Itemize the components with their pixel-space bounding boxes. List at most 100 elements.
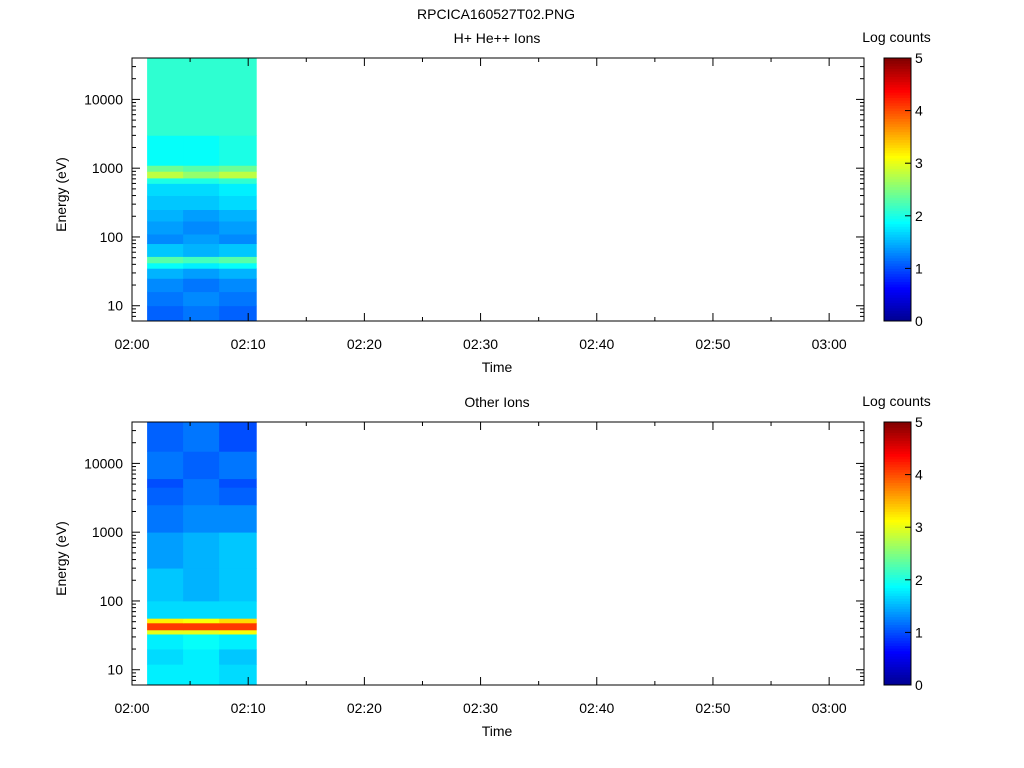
colorbar-segment: [884, 318, 911, 322]
colorbar-segment: [884, 556, 911, 560]
colorbar-segment: [884, 278, 911, 283]
spectrogram-cell: [147, 618, 184, 624]
x-tick-label: 02:50: [695, 336, 730, 352]
spectrogram-cell: [183, 451, 220, 480]
colorbar-segment: [884, 276, 911, 280]
spectrogram-cell: [183, 178, 220, 184]
colorbar-segment: [884, 63, 911, 67]
colorbar-segment: [884, 168, 911, 172]
colorbar-segment: [884, 482, 911, 486]
colorbar-segment: [884, 263, 911, 267]
spectrogram-cell: [147, 291, 184, 307]
colorbar-segment: [884, 268, 911, 272]
colorbar-segment: [884, 650, 911, 654]
spectrogram-cell: [183, 532, 220, 569]
colorbar-segment: [884, 521, 911, 526]
colorbar-segment: [884, 302, 911, 306]
colorbar-segment: [884, 648, 911, 652]
colorbar-segment: [884, 532, 911, 536]
colorbar-segment: [884, 440, 911, 444]
spectrogram-cell: [219, 422, 257, 452]
colorbar-segment: [884, 221, 911, 225]
spectrogram-cell: [183, 629, 220, 635]
colorbar-segment: [884, 621, 911, 626]
colorbar-segment: [884, 527, 911, 531]
panel-2: Other Ions 02:00 02:10 02:20 02:30 02:40 02:50…: [53, 393, 931, 739]
colorbar-segment: [884, 571, 911, 576]
colorbar-segment: [884, 506, 911, 510]
colorbar-segment: [884, 255, 911, 259]
colorbar-segment: [884, 247, 911, 251]
y-tick-label: 10: [107, 662, 123, 678]
spectrogram-cell: [183, 422, 220, 452]
colorbar-segment: [884, 640, 911, 644]
colorbar-segment: [884, 487, 911, 491]
colorbar-segment: [884, 65, 911, 70]
colorbar-segment: [884, 94, 911, 98]
colorbar-segment: [884, 186, 911, 190]
colorbar-segment: [884, 611, 911, 615]
colorbar-segment: [884, 595, 911, 599]
spectrogram-cell: [147, 649, 184, 665]
x-tick-label: 02:20: [347, 336, 382, 352]
colorbar-segment: [884, 456, 911, 460]
spectrogram-cell: [147, 178, 184, 184]
spectrogram-cell: [219, 58, 257, 136]
colorbar-segment: [884, 466, 911, 470]
colorbar-segment: [884, 653, 911, 657]
spectrogram-cell: [147, 305, 184, 322]
colorbar-segment: [884, 252, 911, 256]
spectrogram-cell: [147, 268, 184, 279]
colorbar-segment: [884, 642, 911, 647]
colorbar-segment: [884, 126, 911, 130]
spectrogram-cell: [147, 487, 184, 506]
spectrogram-cell: [147, 171, 184, 179]
colorbar-segment: [884, 674, 911, 678]
colorbar-segment: [884, 508, 911, 512]
colorbar-segment: [884, 297, 911, 301]
colorbar-segment: [884, 493, 911, 497]
spectrogram-cell: [183, 649, 220, 665]
colorbar-label: Log counts: [862, 393, 931, 409]
colorbar-segment: [884, 299, 911, 304]
colorbar-segment: [884, 273, 911, 277]
spectrogram-cell: [183, 305, 220, 322]
colorbar-segment: [884, 443, 911, 447]
spectrogram-cell: [183, 278, 220, 293]
spectrogram-cell: [219, 221, 257, 235]
colorbar-segment: [884, 315, 911, 319]
colorbar-segment: [884, 79, 911, 83]
x-tick-label: 02:50: [695, 700, 730, 716]
x-tick-label: 02:00: [114, 700, 149, 716]
colorbar-segment: [884, 632, 911, 636]
colorbar-segment: [884, 453, 911, 457]
spectrogram-cell: [147, 262, 184, 269]
y-tick-label: 10000: [84, 91, 123, 107]
spectrogram-cell: [219, 504, 257, 533]
spectrogram-cell: [219, 135, 257, 166]
colorbar-segment: [884, 155, 911, 159]
colorbar-segment: [884, 669, 911, 673]
spectrogram-cell: [219, 268, 257, 279]
colorbar-segment: [884, 448, 911, 452]
x-axis: 02:00 02:10 02:20 02:30 02:40 02:50 03:00 Time: [114, 422, 847, 739]
colorbar-segment: [884, 313, 911, 317]
colorbar-tick-label: 1: [915, 624, 923, 640]
x-tick-label: 02:00: [114, 336, 149, 352]
spectrogram-cell: [147, 58, 184, 136]
y-tick-label: 1000: [92, 524, 123, 540]
colorbar-segment: [884, 656, 911, 660]
colorbar-segment: [884, 218, 911, 222]
colorbar-segment: [884, 550, 911, 554]
spectrogram-cell: [183, 622, 220, 631]
spectrogram-cell: [183, 135, 220, 166]
spectrogram-cell: [219, 234, 257, 245]
panel-title: H+ He++ Ions: [454, 30, 541, 46]
colorbar-segment: [884, 537, 911, 541]
colorbar-segment: [884, 121, 911, 125]
spectrogram-cell: [219, 256, 257, 264]
spectrogram-cell: [183, 256, 220, 264]
colorbar-segment: [884, 100, 911, 104]
colorbar-segment: [884, 627, 911, 631]
colorbar-segment: [884, 157, 911, 162]
